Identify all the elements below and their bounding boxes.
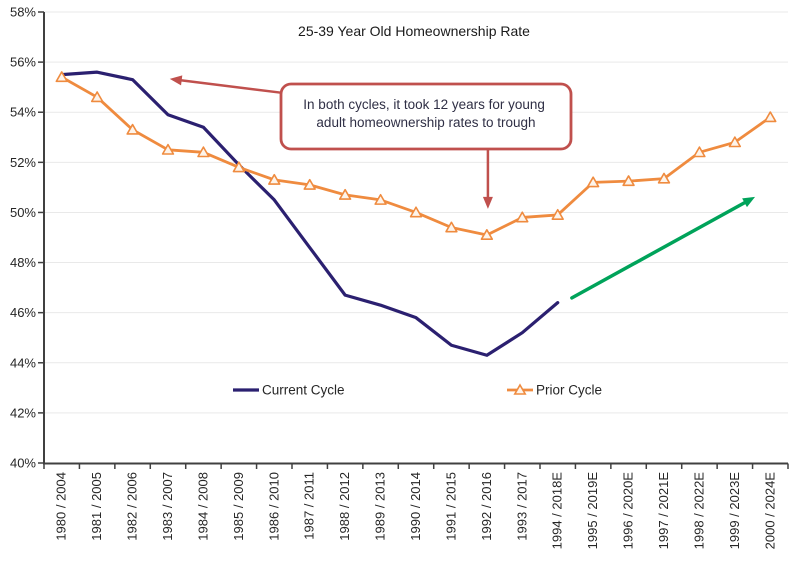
x-axis-labels: 1980 / 2004 1981 / 2005 1982 / 2006 1983 / … (54, 472, 778, 550)
x-tick-label: 1986 / 2010 (266, 472, 281, 541)
prior-cycle-marker (268, 173, 281, 185)
x-tick-label: 1999 / 2023E (727, 472, 742, 550)
prior-cycle-marker (303, 178, 316, 190)
prior-cycle-marker (197, 146, 210, 158)
annotation-box-border (279, 82, 573, 151)
x-tick-label: 1980 / 2004 (54, 472, 69, 541)
y-tick-label: 54% (10, 105, 36, 120)
x-tick-label: 1982 / 2006 (125, 472, 140, 541)
y-tick-label: 44% (10, 355, 36, 370)
series-lines (55, 70, 777, 357)
legend: Current Cycle Prior Cycle (233, 383, 602, 398)
prior-cycle-marker (126, 123, 139, 135)
prior-cycle-marker (232, 161, 246, 173)
prior-cycle-marker (480, 228, 494, 240)
x-tick-label: 1989 / 2013 (373, 472, 388, 541)
y-tick-label: 42% (10, 405, 36, 420)
prior-cycle-legend-label: Prior Cycle (536, 383, 602, 398)
x-tick-label: 1983 / 2007 (160, 472, 175, 541)
current-cycle-legend-label: Current Cycle (262, 383, 345, 398)
x-tick-label: 2000 / 2024E (762, 472, 777, 550)
annotation-arrows (169, 75, 756, 300)
prior-cycle-marker (445, 221, 458, 233)
prior-cycle-marker (622, 175, 635, 187)
axes (38, 11, 789, 469)
x-tick-label: 1992 / 2016 (479, 472, 494, 541)
x-tick-label: 1993 / 2017 (514, 472, 529, 541)
x-tick-label: 1994 / 2018E (550, 472, 565, 550)
x-tick-label: 1984 / 2008 (195, 472, 210, 541)
annotation-text: In both cycles, it took 12 years for you… (303, 97, 548, 130)
prior-cycle-marker (516, 211, 529, 223)
prior-cycle-marker (161, 143, 175, 155)
prior-cycle-marker (90, 91, 104, 103)
y-tick-label: 50% (10, 205, 36, 220)
x-tick-label: 1996 / 2020E (621, 472, 636, 550)
annotation-arrow-left (178, 78, 283, 94)
chart-title: 25-39 Year Old Homeownership Rate (298, 23, 530, 39)
x-tick-label: 1985 / 2009 (231, 472, 246, 541)
prior-cycle-marker (338, 188, 352, 200)
y-tick-label: 58% (10, 5, 36, 20)
current-cycle-line (60, 70, 560, 357)
prior-cycle-marker (693, 146, 706, 158)
x-tick-label: 1988 / 2012 (337, 472, 352, 541)
prior-cycle-marker (586, 176, 600, 188)
annotation-arrow-left-head-icon (169, 75, 183, 86)
prior-cycle-marker (55, 71, 68, 83)
prior-cycle-marker (764, 111, 777, 123)
x-tick-label: 1991 / 2015 (443, 472, 458, 541)
x-tick-label: 1997 / 2021E (656, 472, 671, 550)
y-axis-labels: 40% 42% 44% 46% 48% 50% 52% 54% 56% 58% (10, 5, 36, 471)
y-tick-label: 40% (10, 456, 36, 471)
x-tick-label: 1990 / 2014 (408, 472, 423, 541)
prior-cycle-marker (728, 136, 742, 148)
prior-cycle-marker (551, 208, 564, 220)
prior-cycle-marker (374, 193, 387, 205)
annotation-arrow-down-head-icon (482, 196, 493, 209)
x-tick-label: 1998 / 2022E (691, 472, 706, 550)
x-tick-label: 1987 / 2011 (302, 472, 317, 540)
prior-cycle-legend-triangle-icon (513, 383, 527, 395)
prior-cycle-marker (657, 172, 671, 184)
projection-arrow-head-icon (742, 196, 756, 208)
annotation-callout: In both cycles, it took 12 years for you… (279, 82, 573, 151)
y-tick-label: 48% (10, 255, 36, 270)
y-tick-label: 52% (10, 155, 36, 170)
x-tick-label: 1981 / 2005 (89, 472, 104, 541)
prior-cycle-marker (409, 206, 423, 218)
x-tick-label: 1995 / 2019E (585, 472, 600, 550)
y-tick-label: 46% (10, 305, 36, 320)
y-tick-label: 56% (10, 55, 36, 70)
projection-arrow (570, 199, 749, 300)
